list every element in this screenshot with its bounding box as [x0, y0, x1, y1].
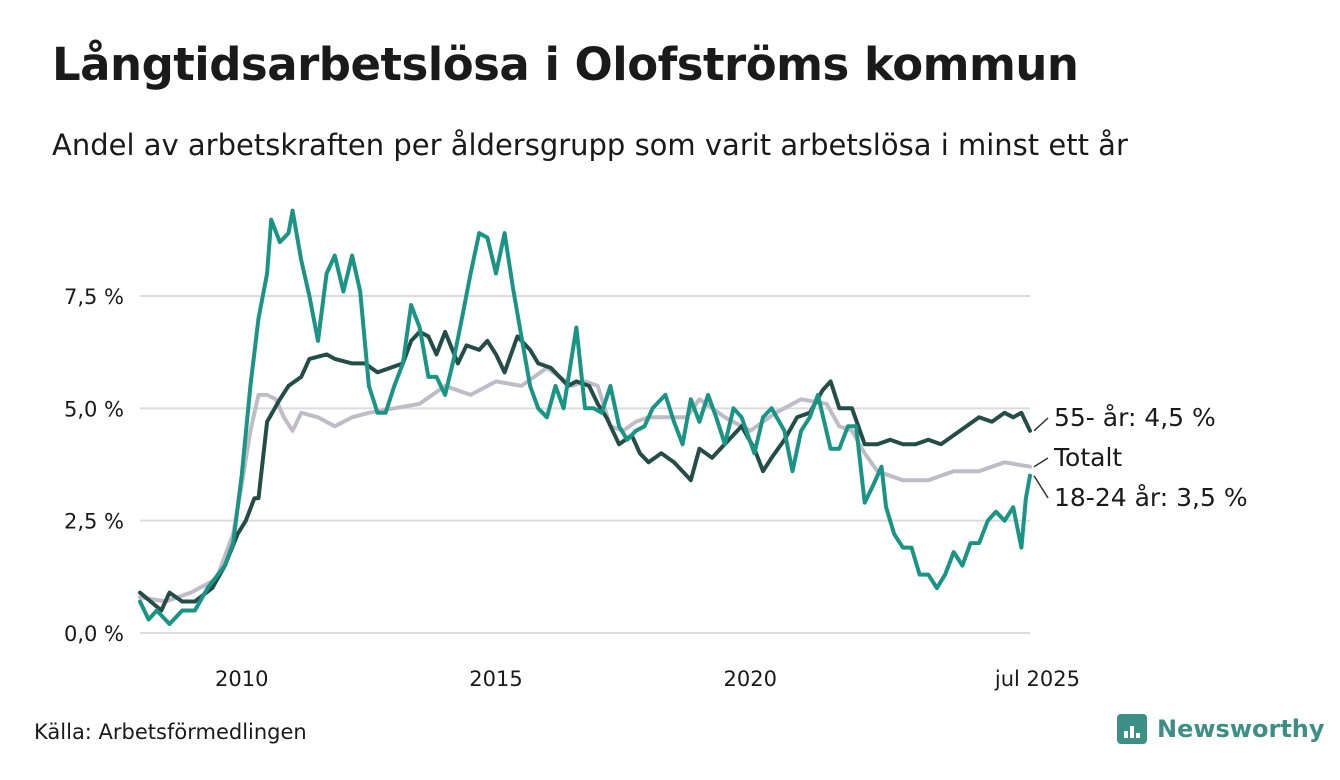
y-tick-label: 0,0 %: [64, 622, 124, 646]
logo-chart-icon: [1117, 714, 1147, 744]
chart-subtitle: Andel av arbetskraften per åldersgrupp s…: [52, 128, 1128, 162]
y-tick-label: 5,0 %: [64, 397, 124, 421]
series-line-y18_24: [138, 208, 1032, 626]
label-leader-y55: [1033, 417, 1049, 432]
series-labels: Totalt 55- år: 4,5 % 18-24 år: 3,5 %: [1033, 403, 1248, 512]
grid-layer: [140, 295, 1030, 634]
logo-text: Newsworthy: [1157, 715, 1325, 743]
x-tick-label: jul 2025: [994, 667, 1080, 691]
chart-title: Långtidsarbetslösa i Olofströms kommun: [52, 38, 1079, 91]
series-label-y55: 55- år: 4,5 %: [1054, 403, 1216, 432]
label-leader-total: [1033, 457, 1049, 468]
x-tick-label: 2020: [724, 667, 777, 691]
x-axis-ticks: 2010 2015 2020 jul 2025: [215, 667, 1080, 691]
newsworthy-logo: Newsworthy: [1117, 714, 1325, 744]
label-leader-y18_24: [1033, 475, 1049, 499]
y-axis-ticks: 0,0 % 2,5 % 5,0 % 7,5 %: [64, 285, 124, 646]
x-tick-label: 2015: [469, 667, 522, 691]
series-label-total: Totalt: [1053, 443, 1122, 472]
series-label-y18_24: 18-24 år: 3,5 %: [1054, 483, 1248, 512]
source-note: Källa: Arbetsförmedlingen: [34, 720, 307, 744]
series-layer: [138, 208, 1032, 626]
series-line-y55: [138, 329, 1032, 613]
y-tick-label: 2,5 %: [64, 510, 124, 534]
x-tick-label: 2010: [215, 667, 268, 691]
y-tick-label: 7,5 %: [64, 285, 124, 309]
